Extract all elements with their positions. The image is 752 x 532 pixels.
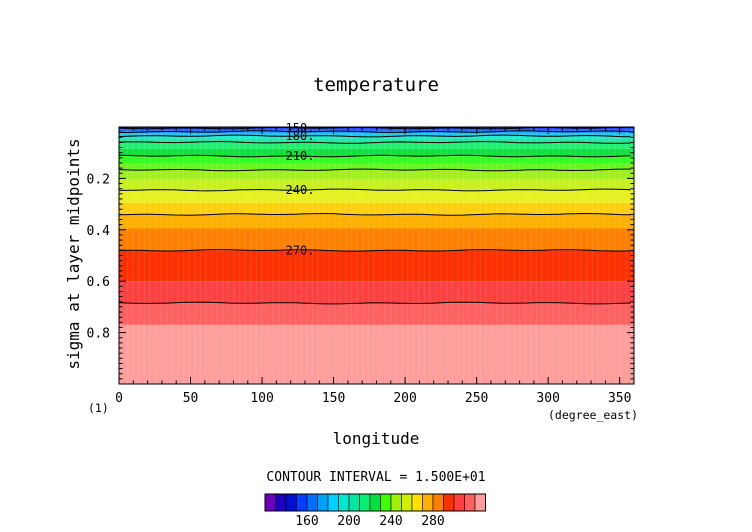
- x-tick-label-100: 100: [250, 391, 273, 406]
- color-band-14: [119, 202, 634, 215]
- x-tick-label-50: 50: [183, 391, 199, 406]
- color-band-12: [119, 179, 634, 190]
- contour-line-270: [118, 249, 632, 252]
- color-bands: [119, 127, 634, 384]
- color-band-17: [119, 250, 634, 282]
- x-units-label: (degree_east): [548, 408, 638, 422]
- contour-line-180: [118, 134, 632, 138]
- color-band-6: [119, 138, 634, 143]
- colorbar-box-18: [453, 493, 465, 512]
- colorbar-box-10: [369, 493, 381, 512]
- colorbar-tick-160: 160: [295, 514, 318, 529]
- colorbar-box-15: [422, 493, 434, 512]
- color-band-9: [119, 156, 634, 163]
- contour-label-240: 240.: [286, 183, 315, 197]
- colorbar-box-12: [390, 493, 402, 512]
- contour-line-165: [118, 130, 632, 134]
- colorbar-box-19: [464, 493, 476, 512]
- y-units-label: (1): [88, 401, 109, 415]
- contour-line-225: [118, 168, 631, 172]
- chart-title: temperature: [313, 74, 439, 96]
- color-band-2: [119, 129, 634, 132]
- colorbar-box-3: [296, 493, 308, 512]
- color-band-11: [119, 169, 634, 180]
- color-band-7: [119, 142, 634, 149]
- colorbar-box-2: [285, 493, 297, 512]
- contour-line-285: [118, 301, 632, 305]
- x-tick-label-200: 200: [393, 391, 416, 406]
- colorbar-tick-200: 200: [337, 514, 360, 529]
- x-tick-label-0: 0: [115, 391, 123, 406]
- color-band-18: [119, 281, 634, 304]
- colorbar-box-0: [264, 493, 276, 512]
- colorbar-box-9: [359, 493, 371, 512]
- colorbar-tick-labels: 160 200 240 280: [295, 514, 444, 529]
- colorbar-box-16: [432, 493, 444, 512]
- color-band-20: [119, 324, 634, 384]
- x-tick-label-250: 250: [465, 391, 488, 406]
- colorbar-box-8: [348, 493, 360, 512]
- colorbar-box-13: [401, 493, 413, 512]
- contour-line-195: [118, 141, 632, 144]
- contour-line-255: [118, 212, 632, 216]
- colorbar-box-14: [411, 493, 423, 512]
- y-tick-label-0.4: 0.4: [87, 224, 111, 239]
- colorbar: [264, 493, 486, 512]
- color-band-4: [119, 133, 634, 136]
- colorbar-tick-280: 280: [421, 514, 444, 529]
- colorbar-box-7: [338, 493, 350, 512]
- contour-label-150: 150.: [286, 121, 315, 135]
- colorbar-box-1: [275, 493, 287, 512]
- y-axis-label: sigma at layer midpoints: [64, 138, 83, 369]
- colorbar-box-4: [306, 493, 318, 512]
- x-tick-label-150: 150: [322, 391, 345, 406]
- contour-label-180: 180.: [286, 129, 315, 143]
- colorbar-box-5: [317, 493, 329, 512]
- color-band-13: [119, 189, 634, 203]
- color-band-16: [119, 228, 634, 251]
- x-axis-ticks: 0 50 100 150 200 250 300 350: [115, 127, 635, 406]
- colorbar-box-11: [380, 493, 392, 512]
- contour-line-210: [118, 154, 632, 158]
- color-band-8: [119, 148, 634, 157]
- y-axis-ticks: 0.2 0.4 0.6 0.8: [87, 131, 634, 380]
- contour-label-270: 270.: [286, 243, 315, 257]
- colorbar-box-17: [443, 493, 455, 512]
- x-tick-label-350: 350: [608, 391, 631, 406]
- y-tick-label-0.8: 0.8: [87, 327, 110, 342]
- colorbar-box-20: [474, 493, 486, 512]
- color-band-15: [119, 214, 634, 229]
- y-tick-label-0.6: 0.6: [87, 275, 110, 290]
- y-tick-label-0.2: 0.2: [87, 172, 110, 187]
- contour-labels: 150.180. 210. 240. 270.: [286, 121, 315, 257]
- color-band-10: [119, 162, 634, 170]
- contour-line-240: [119, 188, 632, 192]
- x-axis-label: longitude: [333, 429, 420, 448]
- colorbar-box-6: [327, 493, 339, 512]
- contour-interval-text: CONTOUR INTERVAL = 1.500E+01: [266, 470, 485, 485]
- x-tick-label-300: 300: [536, 391, 559, 406]
- contour-label-210: 210.: [286, 149, 315, 163]
- colorbar-tick-240: 240: [379, 514, 402, 529]
- color-band-19: [119, 303, 634, 325]
